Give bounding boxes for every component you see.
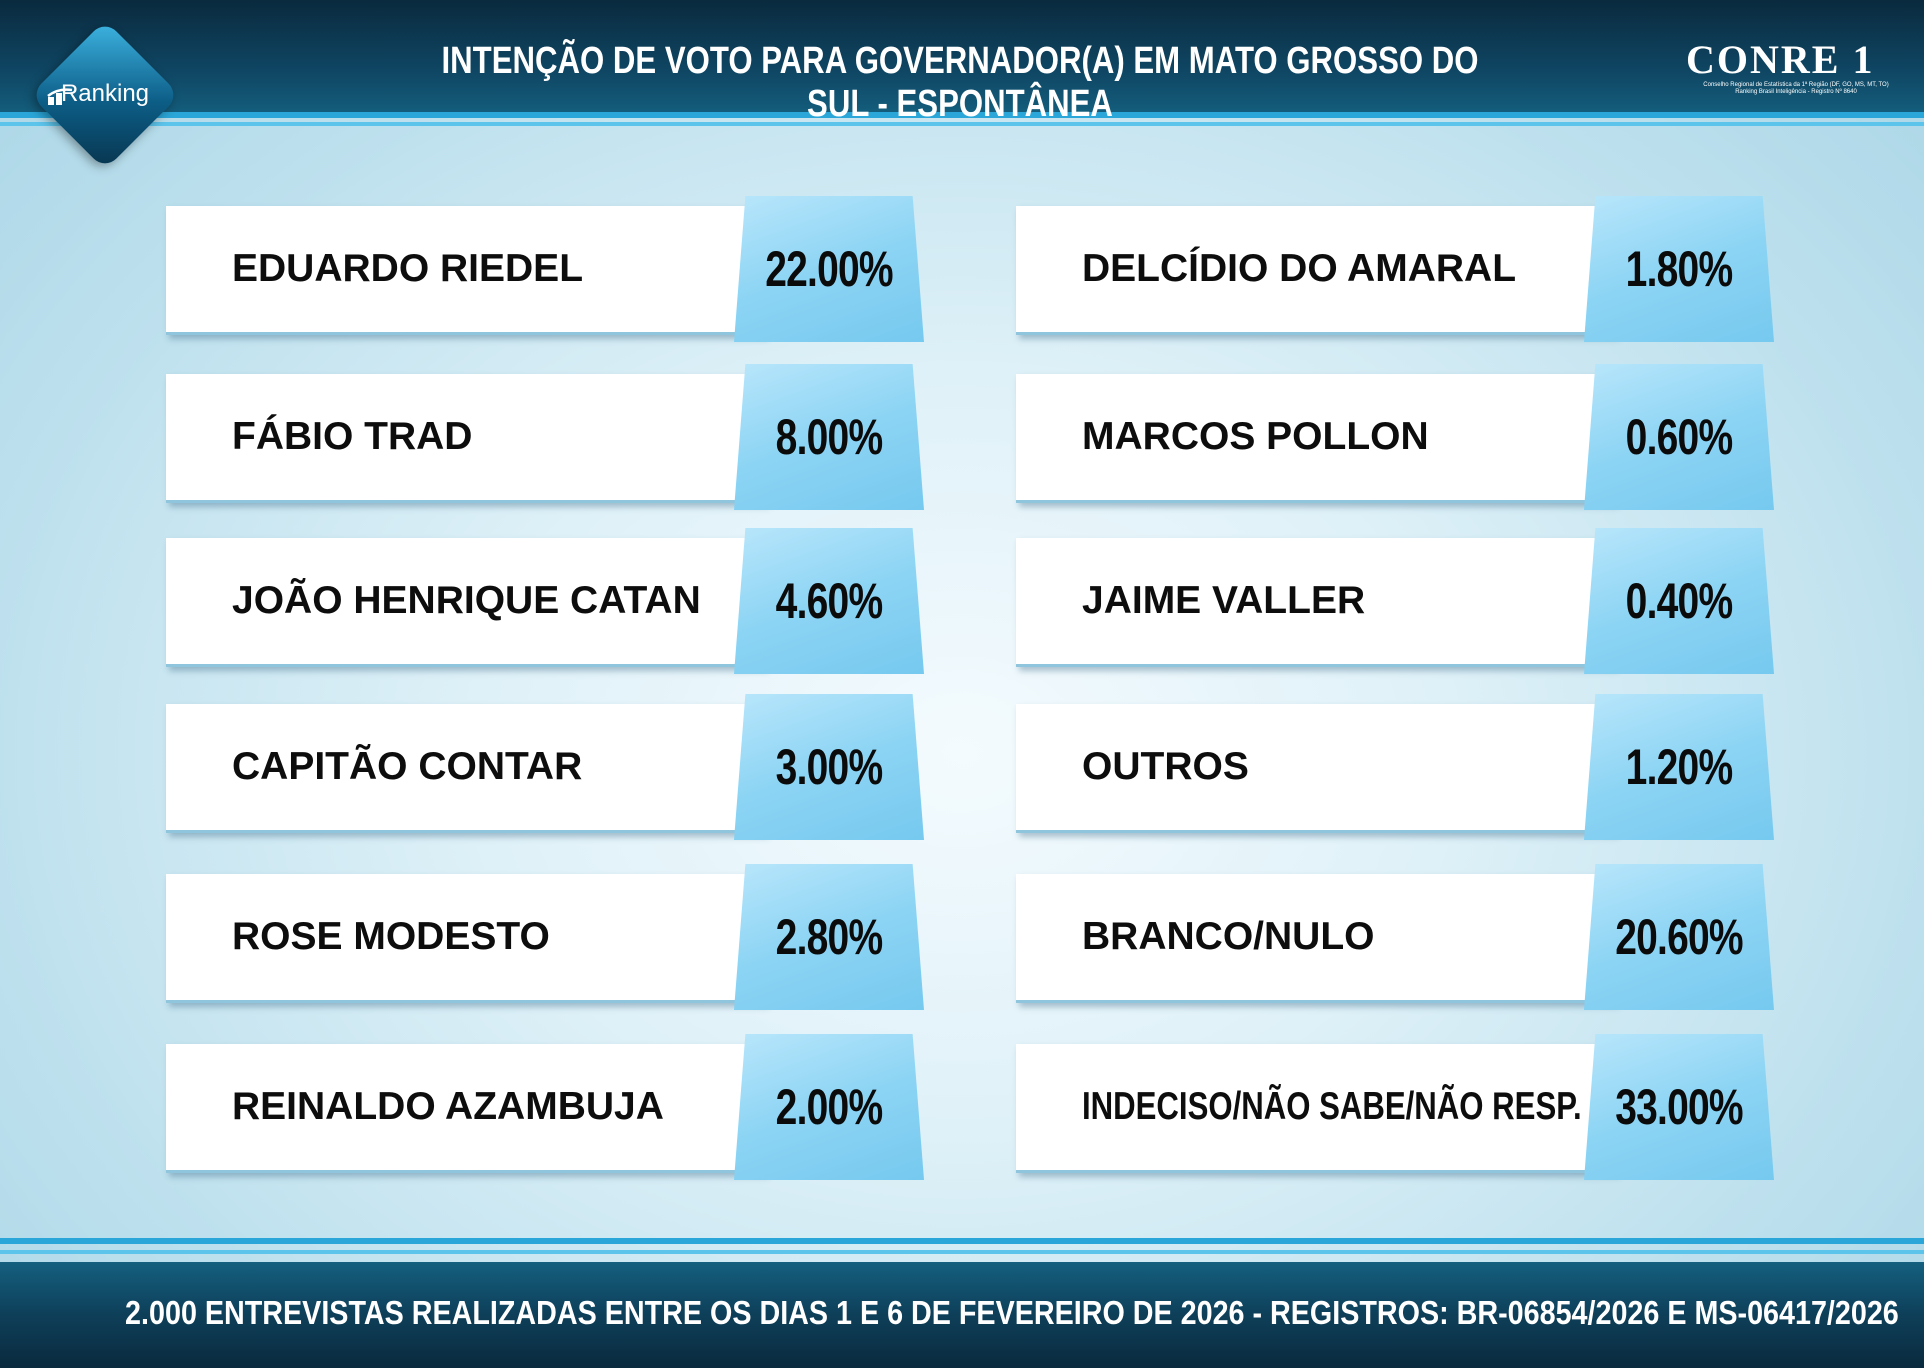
percentage-box: 2.00% bbox=[734, 1034, 924, 1180]
candidate-name: ROSE MODESTO bbox=[232, 915, 550, 958]
result-row: FÁBIO TRAD 8.00% bbox=[166, 364, 926, 514]
conre-logo-subtext: Conselho Regional de Estatística da 1ª R… bbox=[1703, 82, 1889, 95]
result-row: REINALDO AZAMBUJA 2.00% bbox=[166, 1034, 926, 1184]
candidate-name-box: INDECISO/NÃO SABE/NÃO RESP. bbox=[1016, 1044, 1616, 1173]
result-row: INDECISO/NÃO SABE/NÃO RESP. 33.00% bbox=[1016, 1034, 1776, 1184]
percentage-value: 3.00% bbox=[775, 739, 883, 795]
candidate-name: OUTROS bbox=[1082, 745, 1249, 788]
header-stripe bbox=[0, 112, 1924, 118]
percentage-value: 0.40% bbox=[1625, 573, 1733, 629]
percentage-value: 0.60% bbox=[1625, 409, 1733, 465]
header-stripe-light bbox=[0, 122, 1924, 126]
percentage-value: 20.60% bbox=[1615, 909, 1743, 965]
survey-footnote: 2.000 ENTREVISTAS REALIZADAS ENTRE OS DI… bbox=[125, 1294, 1899, 1331]
candidate-name-box: REINALDO AZAMBUJA bbox=[166, 1044, 766, 1173]
candidate-name-box: JOÃO HENRIQUE CATAN bbox=[166, 538, 766, 667]
result-row: CAPITÃO CONTAR 3.00% bbox=[166, 694, 926, 844]
result-row: DELCÍDIO DO AMARAL 1.80% bbox=[1016, 196, 1776, 346]
candidate-name: JAIME VALLER bbox=[1082, 579, 1366, 622]
conre-logo: CONRE 1 Conselho Regional de Estatística… bbox=[1686, 36, 1896, 96]
percentage-box: 1.80% bbox=[1584, 196, 1774, 342]
percentage-box: 0.60% bbox=[1584, 364, 1774, 510]
footer-stripe bbox=[0, 1238, 1924, 1244]
header-bar bbox=[0, 0, 1924, 118]
percentage-value: 8.00% bbox=[775, 409, 883, 465]
candidate-name: REINALDO AZAMBUJA bbox=[232, 1085, 664, 1128]
candidate-name: MARCOS POLLON bbox=[1082, 415, 1429, 458]
result-row: MARCOS POLLON 0.60% bbox=[1016, 364, 1776, 514]
candidate-name: JOÃO HENRIQUE CATAN bbox=[232, 579, 701, 622]
page-title: INTENÇÃO DE VOTO PARA GOVERNADOR(A) EM M… bbox=[441, 40, 1479, 125]
candidate-name-box: FÁBIO TRAD bbox=[166, 374, 766, 503]
footer-stripe-light bbox=[0, 1250, 1924, 1254]
percentage-box: 0.40% bbox=[1584, 528, 1774, 674]
percentage-box: 33.00% bbox=[1584, 1034, 1774, 1180]
candidate-name-box: ROSE MODESTO bbox=[166, 874, 766, 1003]
percentage-box: 22.00% bbox=[734, 196, 924, 342]
result-row: OUTROS 1.20% bbox=[1016, 694, 1776, 844]
candidate-name-box: DELCÍDIO DO AMARAL bbox=[1016, 206, 1616, 335]
candidate-name: CAPITÃO CONTAR bbox=[232, 745, 583, 788]
result-row: EDUARDO RIEDEL 22.00% bbox=[166, 196, 926, 346]
percentage-box: 1.20% bbox=[1584, 694, 1774, 840]
percentage-box: 20.60% bbox=[1584, 864, 1774, 1010]
percentage-box: 8.00% bbox=[734, 364, 924, 510]
ranking-badge-label: Ranking bbox=[60, 80, 150, 107]
footer-bar: 2.000 ENTREVISTAS REALIZADAS ENTRE OS DI… bbox=[0, 1262, 1924, 1368]
percentage-box: 2.80% bbox=[734, 864, 924, 1010]
candidate-name-box: BRANCO/NULO bbox=[1016, 874, 1616, 1003]
conre-logo-text: CONRE 1 bbox=[1686, 37, 1875, 82]
percentage-box: 3.00% bbox=[734, 694, 924, 840]
candidate-name-box: CAPITÃO CONTAR bbox=[166, 704, 766, 833]
percentage-value: 2.80% bbox=[775, 909, 883, 965]
percentage-value: 1.80% bbox=[1625, 241, 1733, 297]
candidate-name-box: JAIME VALLER bbox=[1016, 538, 1616, 667]
result-row: JAIME VALLER 0.40% bbox=[1016, 528, 1776, 678]
ranking-badge: Ranking bbox=[30, 20, 180, 170]
percentage-box: 4.60% bbox=[734, 528, 924, 674]
candidate-name: FÁBIO TRAD bbox=[232, 415, 473, 458]
result-row: BRANCO/NULO 20.60% bbox=[1016, 864, 1776, 1014]
candidate-name-box: EDUARDO RIEDEL bbox=[166, 206, 766, 335]
result-row: JOÃO HENRIQUE CATAN 4.60% bbox=[166, 528, 926, 678]
percentage-value: 4.60% bbox=[775, 573, 883, 629]
percentage-value: 22.00% bbox=[765, 241, 893, 297]
candidate-name: EDUARDO RIEDEL bbox=[232, 247, 584, 290]
candidate-name: DELCÍDIO DO AMARAL bbox=[1082, 247, 1517, 290]
candidate-name-box: MARCOS POLLON bbox=[1016, 374, 1616, 503]
candidate-name-box: OUTROS bbox=[1016, 704, 1616, 833]
ranking-logo-icon bbox=[47, 88, 73, 105]
percentage-value: 2.00% bbox=[775, 1079, 883, 1135]
percentage-value: 1.20% bbox=[1625, 739, 1733, 795]
candidate-name: BRANCO/NULO bbox=[1082, 915, 1375, 958]
result-row: ROSE MODESTO 2.80% bbox=[166, 864, 926, 1014]
candidate-name: INDECISO/NÃO SABE/NÃO RESP. bbox=[1082, 1085, 1582, 1128]
percentage-value: 33.00% bbox=[1615, 1079, 1743, 1135]
